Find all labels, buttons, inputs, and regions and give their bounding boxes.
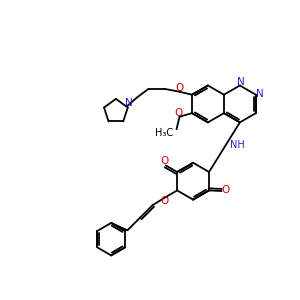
Text: H₃C: H₃C	[155, 128, 174, 138]
Text: O: O	[222, 185, 230, 195]
Text: O: O	[175, 83, 183, 93]
Text: N: N	[124, 98, 132, 108]
Text: NH: NH	[230, 140, 244, 150]
Text: O: O	[160, 196, 169, 206]
Text: N: N	[237, 77, 244, 87]
Text: O: O	[160, 156, 169, 166]
Text: O: O	[175, 108, 183, 118]
Text: N: N	[256, 88, 264, 98]
